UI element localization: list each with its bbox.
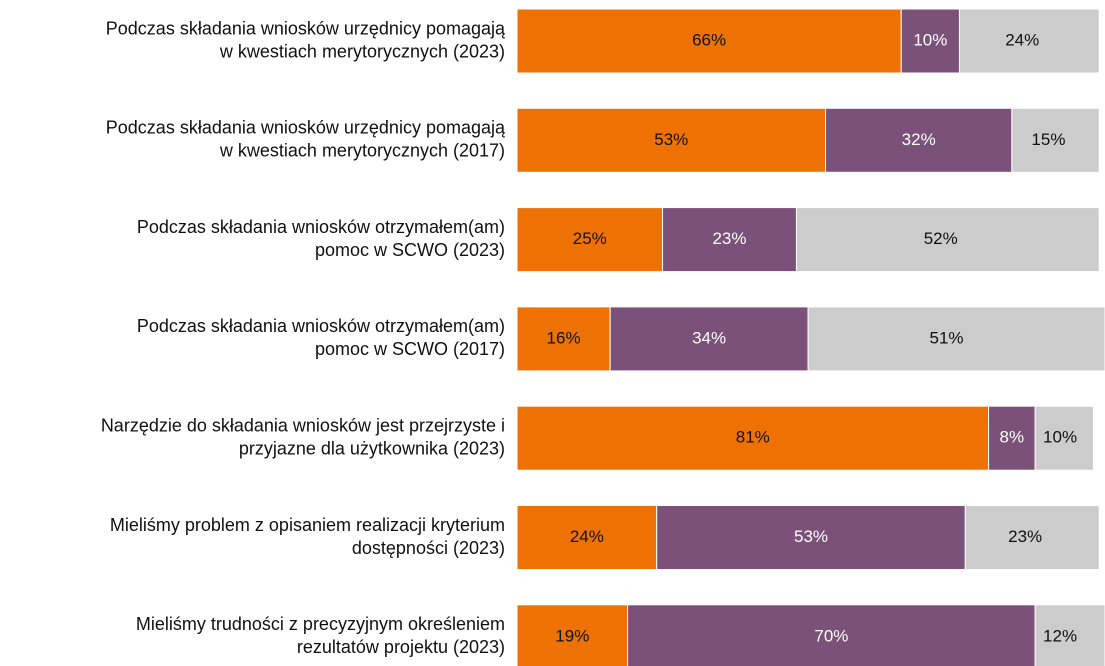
value-label: 70% <box>814 626 848 645</box>
value-label: 8% <box>1000 428 1025 447</box>
value-label: 53% <box>654 130 688 149</box>
value-label: 15% <box>1031 130 1065 149</box>
bar-segment <box>825 107 1013 173</box>
value-label: 10% <box>1043 428 1077 447</box>
bar-segment <box>656 505 966 570</box>
category-label: Podczas składania wniosków otrzymałem(am… <box>137 316 505 336</box>
bar-segment <box>516 207 664 273</box>
value-label: 25% <box>573 229 607 248</box>
bar-segment <box>900 8 960 74</box>
value-label: 19% <box>555 626 589 645</box>
bar-segment <box>516 405 990 471</box>
category-label: przyjazne dla użytkownika (2023) <box>239 438 505 458</box>
value-label: 66% <box>692 30 726 49</box>
category-label: Mieliśmy trudności z precyzyjnym określe… <box>136 614 505 634</box>
category-label: pomoc w SCWO (2017) <box>315 339 505 359</box>
bar-segment <box>795 207 1100 273</box>
bar-segment <box>662 207 797 273</box>
bar-segment <box>627 604 1036 666</box>
value-label: 34% <box>692 328 726 347</box>
bar-segment <box>958 8 1100 74</box>
value-label: 81% <box>736 428 770 447</box>
value-label: 51% <box>930 328 964 347</box>
bar-segment <box>516 306 611 372</box>
category-label: rezultatów projektu (2023) <box>297 637 505 657</box>
value-label: 23% <box>712 229 746 248</box>
bar-segment <box>1034 405 1094 471</box>
value-label: 24% <box>570 527 604 546</box>
value-label: 23% <box>1008 527 1042 546</box>
category-label: dostępności (2023) <box>352 538 505 558</box>
bar-segment <box>807 306 1105 372</box>
value-label: 10% <box>913 30 947 49</box>
value-label: 16% <box>547 328 581 347</box>
value-label: 32% <box>902 130 936 149</box>
category-label: Mieliśmy problem z opisaniem realizacji … <box>110 515 505 535</box>
category-label: Narzędzie do składania wniosków jest prz… <box>101 415 505 435</box>
category-label: Podczas składania wniosków otrzymałem(am… <box>137 217 505 237</box>
category-label: w kwestiach merytorycznych (2017) <box>219 141 505 161</box>
bar-segment <box>516 604 629 666</box>
bar-segment <box>988 405 1036 471</box>
bar-segment <box>1034 604 1105 666</box>
bar-segment <box>516 8 902 74</box>
value-label: 52% <box>924 229 958 248</box>
value-label: 12% <box>1043 626 1077 645</box>
bar-segment <box>1011 107 1100 173</box>
category-label: pomoc w SCWO (2023) <box>315 240 505 260</box>
value-label: 53% <box>794 527 828 546</box>
category-label: w kwestiach merytorycznych (2023) <box>219 41 505 61</box>
value-label: 24% <box>1005 30 1039 49</box>
bar-segment <box>964 505 1100 570</box>
category-label: Podczas składania wniosków urzędnicy pom… <box>106 18 506 38</box>
category-label: Podczas składania wniosków urzędnicy pom… <box>106 118 506 138</box>
bar-segment <box>516 107 827 173</box>
